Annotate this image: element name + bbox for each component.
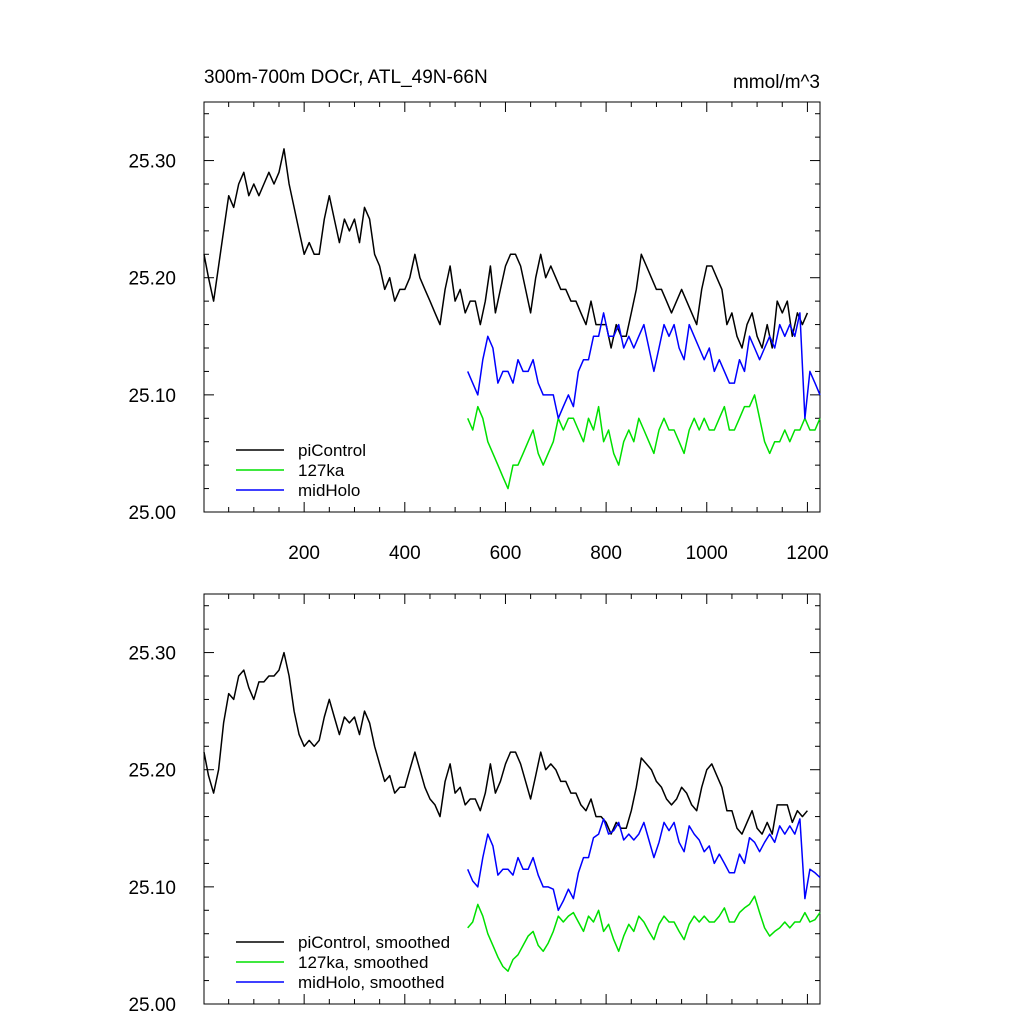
legend-label: 127ka bbox=[298, 461, 345, 480]
y-tick-label: 25.00 bbox=[128, 995, 176, 1016]
series-line bbox=[467, 818, 821, 912]
legend-label: midHolo, smoothed bbox=[298, 973, 444, 992]
series-line bbox=[203, 148, 809, 349]
top-panel: 300m-700m DOCr, ATL_49N-66N mmol/m^3 200… bbox=[128, 67, 828, 564]
series-line bbox=[467, 895, 821, 972]
tick-marks bbox=[204, 102, 820, 513]
units-label: mmol/m^3 bbox=[733, 72, 820, 93]
y-tick-label: 25.20 bbox=[128, 269, 176, 290]
x-tick-label: 800 bbox=[590, 543, 622, 564]
x-tick-label: 600 bbox=[490, 543, 522, 564]
bottom-panel: 25.00 25.10 25.20 25.30 piControl, smoothed… bbox=[128, 593, 821, 1016]
series-line bbox=[203, 651, 808, 835]
series-lines bbox=[203, 148, 821, 490]
plot-frame bbox=[203, 593, 821, 1005]
x-tick-label: 200 bbox=[288, 543, 320, 564]
y-tick-labels: 25.00 25.10 25.20 25.30 bbox=[128, 644, 176, 1016]
series-line bbox=[467, 394, 821, 490]
tick-marks bbox=[204, 594, 820, 1005]
series-lines bbox=[203, 651, 821, 972]
y-tick-label: 25.30 bbox=[128, 644, 176, 665]
x-tick-label: 400 bbox=[389, 543, 421, 564]
x-tick-labels: 200 400 600 800 1000 1200 bbox=[288, 543, 828, 564]
legend-label: piControl, smoothed bbox=[298, 933, 450, 952]
chart-title: 300m-700m DOCr, ATL_49N-66N bbox=[204, 67, 488, 88]
y-tick-label: 25.20 bbox=[128, 761, 176, 782]
y-tick-label: 25.10 bbox=[128, 386, 176, 407]
x-tick-label: 1000 bbox=[686, 543, 728, 564]
y-tick-labels: 25.00 25.10 25.20 25.30 bbox=[128, 152, 176, 524]
legend-label: 127ka, smoothed bbox=[298, 953, 428, 972]
series-line bbox=[467, 312, 821, 420]
x-tick-label: 1200 bbox=[786, 543, 828, 564]
y-tick-label: 25.10 bbox=[128, 878, 176, 899]
legend-label: piControl bbox=[298, 441, 366, 460]
y-tick-label: 25.30 bbox=[128, 152, 176, 173]
legend-label: midHolo bbox=[298, 481, 360, 500]
y-tick-label: 25.00 bbox=[128, 503, 176, 524]
plot-frame bbox=[203, 101, 821, 513]
